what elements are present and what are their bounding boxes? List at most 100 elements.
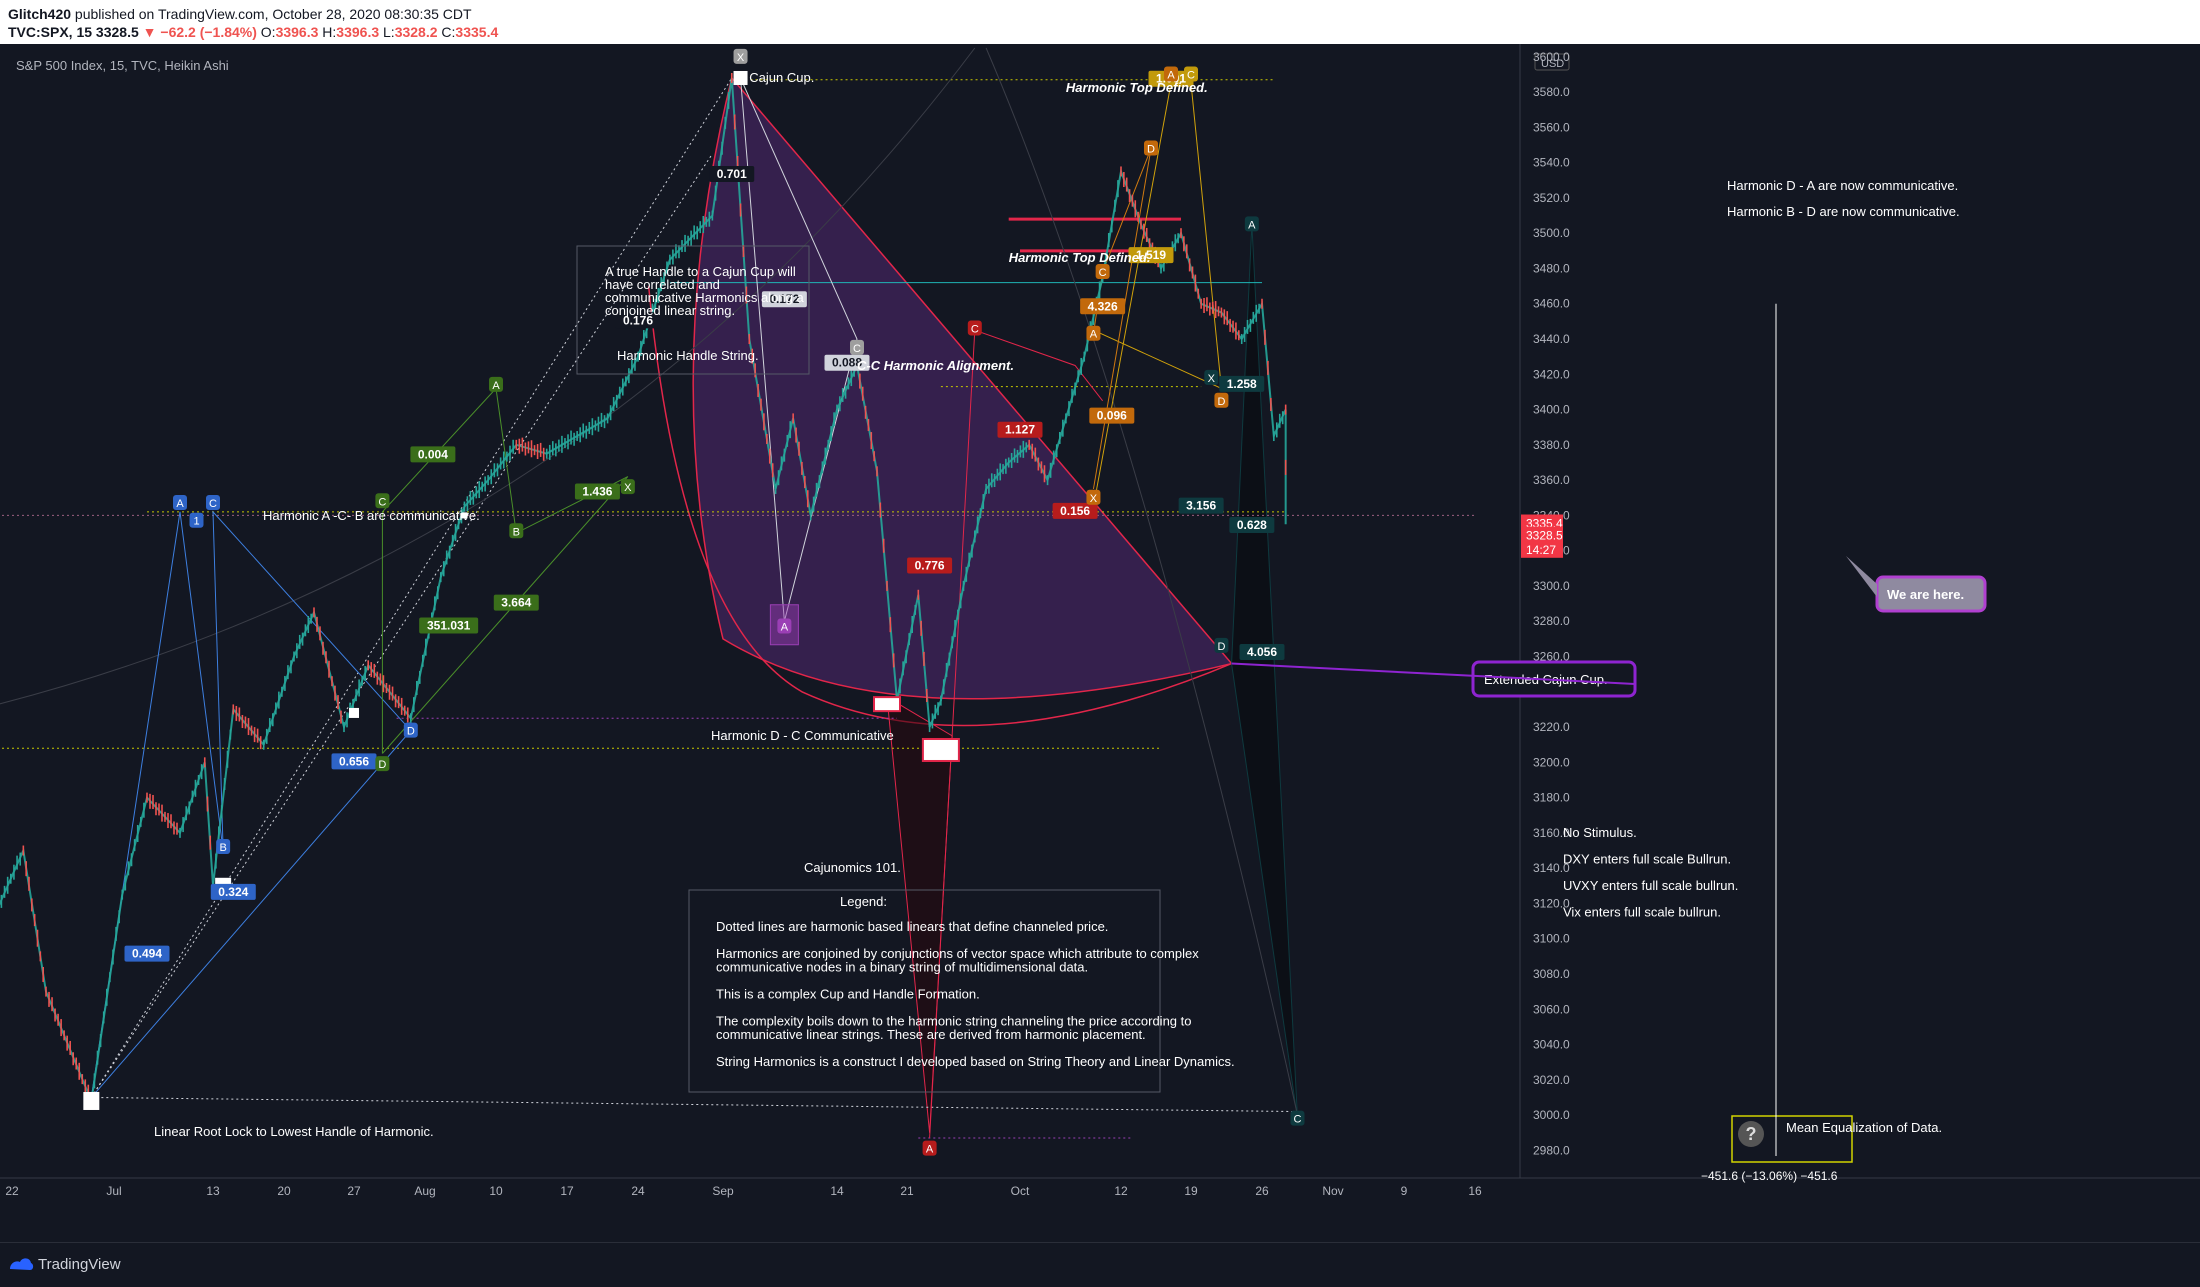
publisher-name[interactable]: Glitch420 — [8, 6, 72, 22]
x-tick-label: 10 — [489, 1184, 503, 1198]
no-stimulus-line: UVXY enters full scale bullrun. — [1563, 878, 1738, 893]
ratio-label: 0.628 — [1237, 518, 1267, 532]
harmonic-node-box — [509, 523, 524, 539]
price-axis-tag — [1521, 526, 1563, 544]
cajun-cup-shape — [692, 76, 1233, 700]
red-marker-box — [921, 737, 960, 762]
y-tick-label: 3600.0 — [1533, 50, 1570, 64]
chart-canvas[interactable]: S&P 500 Index, 15, TVC, Heikin Ashi USD 29… — [0, 44, 2200, 1242]
harmonic-node-label: X — [737, 52, 745, 64]
harmonic-node-label: D — [1217, 396, 1225, 408]
ratio-label-box — [761, 291, 807, 308]
legend-line: communicative linear strings. These are … — [716, 1027, 1146, 1042]
harmonic-node-box — [922, 1140, 937, 1156]
y-tick-label: 3300.0 — [1533, 579, 1570, 593]
question-icon-glyph: ? — [1746, 1124, 1757, 1144]
footer-bar: TradingView — [0, 1242, 2200, 1287]
marker-square — [349, 707, 359, 718]
legend-line: Dotted lines are harmonic based linears … — [716, 919, 1108, 934]
close-label: C: — [441, 24, 456, 40]
ratio-label-box — [824, 354, 870, 371]
harmonic-node-label: A — [926, 1144, 934, 1156]
ratio-label: 3.664 — [501, 596, 531, 610]
y-tick-label: 3220.0 — [1533, 720, 1570, 734]
harmonic-node-box — [1204, 369, 1219, 385]
handle-string-label: Harmonic Handle String. — [617, 348, 759, 363]
measure-label: −451.6 (−13.06%) −451.6 — [1701, 1169, 1838, 1183]
last-price: 3328.5 — [95, 24, 139, 40]
question-icon — [1738, 1121, 1764, 1147]
harmonic-node-label: A — [492, 380, 500, 392]
y-tick-label: 3120.0 — [1533, 896, 1570, 910]
y-tick-label: 3200.0 — [1533, 755, 1570, 769]
harmonic-node-label: A — [1167, 69, 1175, 81]
chart-title: S&P 500 Index, 15, TVC, Heikin Ashi — [16, 58, 229, 73]
ratio-label-box — [1178, 497, 1224, 514]
low-value: 3328.2 — [394, 24, 438, 40]
harmonic-node-box — [1086, 489, 1101, 505]
handle-note-line: A true Handle to a Cajun Cup will — [605, 264, 796, 279]
mean-eq-label: Mean Equalization of Data. — [1786, 1120, 1942, 1135]
ratio-label-box — [1080, 298, 1126, 315]
x-tick-label: 19 — [1184, 1184, 1198, 1198]
y-tick-label: 3280.0 — [1533, 614, 1570, 628]
linear-root-label: Linear Root Lock to Lowest Handle of Har… — [154, 1124, 434, 1139]
ratio-label-box — [1239, 643, 1285, 660]
harmonic-node-box — [967, 320, 982, 336]
x-tick-label: 21 — [900, 1184, 914, 1198]
ratio-label: 0.656 — [339, 754, 369, 768]
y-tick-label: 3380.0 — [1533, 438, 1570, 452]
legend-line: The complexity boils down to the harmoni… — [716, 1014, 1191, 1029]
ratio-label: 0.004 — [418, 447, 448, 461]
ratio-label: 0.176 — [623, 313, 653, 327]
harmonic-node-label: D — [407, 726, 415, 738]
harmonic-node-box — [189, 512, 204, 528]
high-label: H: — [322, 24, 337, 40]
grey-arc — [985, 47, 1298, 1116]
no-stimulus-line: Vix enters full scale bullrun. — [1563, 905, 1721, 920]
y-tick-label: 3040.0 — [1533, 1038, 1570, 1052]
x-tick-label: 14 — [830, 1184, 844, 1198]
currency-box — [1534, 53, 1570, 71]
cajunomics-title: Cajunomics 101. — [804, 860, 901, 875]
handle-note-line: have correlated and — [605, 277, 720, 292]
mean-eq-box — [1731, 1115, 1853, 1163]
we-are-here-label: We are here. — [1887, 587, 1964, 602]
x-tick-label: 24 — [631, 1184, 645, 1198]
chart-area[interactable]: S&P 500 Index, 15, TVC, Heikin Ashi USD 29… — [0, 44, 2200, 1242]
harmonic-node-label: X — [1090, 493, 1098, 505]
harmonic-node-label: A — [176, 498, 184, 510]
y-tick-label: 2980.0 — [1533, 1143, 1570, 1157]
ratio-label-box — [493, 594, 539, 611]
y-tick-label: 3080.0 — [1533, 967, 1570, 981]
published-on: published on TradingView.com, October 28… — [71, 6, 472, 22]
callout-tail — [1846, 556, 1877, 597]
x-tick-label: 17 — [560, 1184, 574, 1198]
legend-line: communicative nodes in a binary string o… — [716, 960, 1088, 975]
ratio-label-box — [907, 557, 953, 574]
legend-title: Legend: — [840, 894, 887, 909]
ratio-label-box — [1229, 516, 1275, 533]
harmonic-node-box — [375, 493, 390, 509]
tradingview-brand[interactable]: TradingView — [38, 1256, 121, 1273]
white-harmonic — [740, 77, 858, 622]
blue-harmonic — [90, 510, 412, 1098]
ratio-label: 0.324 — [218, 885, 248, 899]
ratio-label-box — [615, 312, 661, 329]
y-tick-label: 3360.0 — [1533, 473, 1570, 487]
no-stimulus-line: DXY enters full scale Bullrun. — [1563, 852, 1731, 867]
x-tick-label: 12 — [1114, 1184, 1128, 1198]
harmonic-node-box — [489, 376, 503, 392]
harmonic-node-label: D — [1147, 144, 1155, 156]
y-tick-label: 3060.0 — [1533, 1002, 1570, 1016]
harmonic-node-label: C — [1187, 69, 1195, 81]
harmonic-node-box — [1290, 1110, 1305, 1126]
ratio-label: 0.172 — [769, 292, 799, 306]
harmonic-node-label: C — [971, 323, 979, 335]
ratio-label: 1.436 — [582, 484, 612, 498]
cajun-cup-label: Cajun Cup. — [749, 70, 814, 85]
harmonic-node-label: C — [1099, 267, 1107, 279]
y-tick-label: 3440.0 — [1533, 332, 1570, 346]
dotted-linear — [90, 77, 733, 1098]
harmonic-top-label: Harmonic Top Defined. — [1066, 80, 1208, 95]
